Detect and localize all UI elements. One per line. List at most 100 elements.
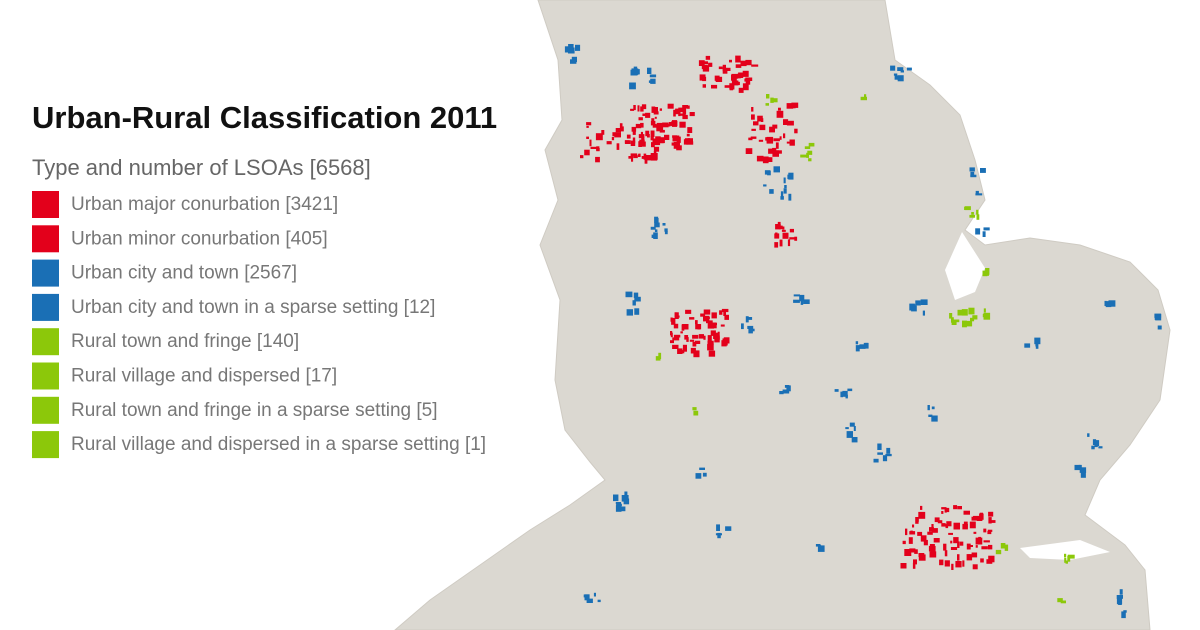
urban-area [682, 105, 688, 109]
urban-area [715, 533, 722, 536]
urban-area [653, 111, 659, 115]
urban-area [855, 345, 860, 352]
urban-area [769, 189, 774, 194]
urban-area [695, 340, 701, 344]
urban-area [783, 188, 787, 194]
urban-area [779, 391, 784, 395]
urban-area [689, 339, 695, 342]
urban-area [628, 156, 632, 159]
urban-area [968, 554, 971, 560]
urban-area [644, 157, 648, 164]
urban-area [969, 521, 976, 529]
urban-area [623, 498, 630, 505]
urban-area [969, 167, 975, 172]
urban-area [648, 80, 652, 83]
urban-area [748, 137, 753, 141]
legend-label: Rural village and dispersed in a sparse … [71, 434, 486, 455]
urban-area [849, 422, 855, 427]
urban-area [943, 543, 947, 551]
urban-area [787, 239, 791, 247]
urban-area [597, 599, 601, 603]
urban-area [953, 537, 959, 544]
urban-area [1024, 343, 1031, 348]
urban-area [1094, 440, 1098, 448]
urban-area [633, 66, 638, 70]
urban-area [673, 334, 681, 338]
urban-area [575, 44, 581, 51]
urban-area [584, 149, 590, 156]
urban-area [778, 107, 781, 111]
urban-area [769, 126, 775, 133]
urban-area [732, 74, 737, 77]
urban-area [613, 494, 619, 502]
urban-area [753, 121, 759, 126]
urban-area [676, 145, 682, 151]
urban-area [906, 67, 912, 71]
urban-area [1067, 554, 1075, 559]
legend-swatch [32, 396, 59, 424]
urban-area [939, 559, 944, 566]
urban-area [897, 67, 904, 71]
urban-area [745, 316, 749, 323]
urban-area [593, 592, 596, 597]
urban-area [1121, 611, 1126, 619]
urban-area [904, 552, 908, 555]
urban-area [773, 138, 780, 142]
urban-area [654, 216, 659, 223]
urban-area [920, 505, 923, 510]
urban-area [653, 232, 658, 239]
urban-area [951, 317, 954, 323]
legend-label: Urban city and town in a sparse setting … [71, 297, 435, 318]
urban-area [1080, 472, 1086, 478]
urban-area [692, 334, 699, 339]
urban-area [853, 426, 856, 431]
urban-area [695, 320, 698, 325]
urban-area [641, 137, 645, 143]
urban-area [707, 340, 714, 345]
urban-area [914, 549, 918, 554]
legend: Urban major conurbation [3421] Urban mino… [32, 191, 486, 459]
urban-area [927, 405, 930, 411]
urban-area [589, 139, 592, 147]
urban-area [659, 108, 662, 111]
urban-area [713, 332, 720, 339]
urban-area [957, 554, 960, 561]
urban-area [699, 467, 705, 470]
urban-area [944, 560, 950, 567]
urban-area [735, 64, 742, 68]
urban-area [976, 214, 980, 220]
urban-area [692, 341, 697, 347]
urban-area [995, 549, 1002, 555]
urban-area [715, 76, 723, 82]
urban-area [964, 206, 971, 211]
urban-area [793, 294, 800, 297]
urban-area [988, 517, 992, 524]
urban-area [904, 549, 912, 556]
urban-area [972, 315, 978, 320]
urban-area [656, 124, 664, 132]
urban-area [678, 107, 685, 113]
urban-area [944, 508, 947, 513]
urban-area [765, 137, 768, 141]
urban-area [751, 128, 756, 131]
urban-area [1154, 315, 1161, 320]
urban-area [944, 507, 950, 513]
urban-area [689, 317, 695, 320]
urban-area [1119, 589, 1123, 595]
urban-area [718, 66, 723, 70]
urban-area [629, 82, 636, 90]
urban-area [988, 511, 994, 517]
urban-area [720, 324, 725, 327]
urban-area [638, 141, 642, 147]
urban-area [786, 385, 791, 392]
urban-area [969, 214, 976, 218]
urban-area [707, 335, 712, 342]
urban-area [768, 148, 775, 154]
urban-area [786, 120, 794, 126]
urban-area [1000, 543, 1006, 549]
urban-area [634, 296, 641, 302]
urban-area [586, 598, 593, 603]
urban-area [678, 110, 681, 117]
urban-area [653, 146, 660, 152]
urban-area [664, 231, 668, 235]
